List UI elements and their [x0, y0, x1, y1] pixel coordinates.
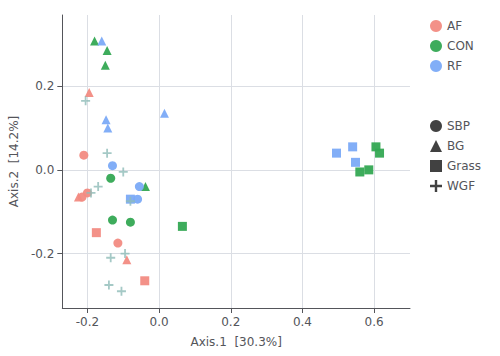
svg-text:CON: CON	[447, 39, 474, 53]
svg-text:0.2: 0.2	[221, 315, 240, 329]
svg-text:Grass: Grass	[447, 159, 481, 173]
svg-text:BG: BG	[447, 139, 464, 153]
svg-text:Axis.1 [30.3%]: Axis.1 [30.3%]	[190, 335, 281, 349]
svg-text:RF: RF	[447, 59, 462, 73]
svg-text:0.0: 0.0	[150, 315, 169, 329]
svg-text:-0.2: -0.2	[31, 247, 54, 261]
svg-text:0.2: 0.2	[35, 79, 54, 93]
svg-text:0.6: 0.6	[365, 315, 384, 329]
svg-text:Axis.2 [14.2%]: Axis.2 [14.2%]	[7, 116, 21, 207]
svg-text:SBP: SBP	[447, 119, 470, 133]
svg-text:AF: AF	[447, 19, 462, 33]
svg-text:-0.2: -0.2	[76, 315, 99, 329]
svg-text:0.4: 0.4	[293, 315, 312, 329]
svg-text:0.0: 0.0	[35, 163, 54, 177]
svg-text:WGF: WGF	[447, 179, 475, 193]
